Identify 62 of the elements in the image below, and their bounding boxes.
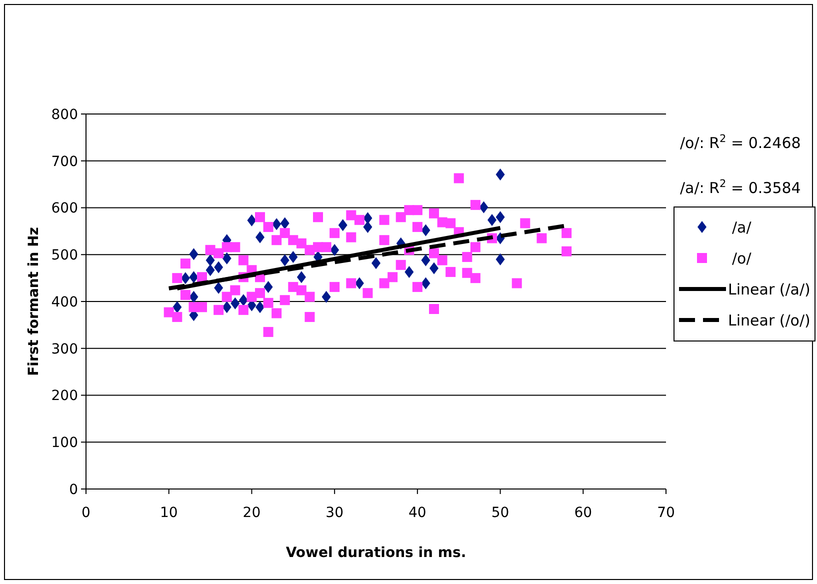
- x-tick-label: 70: [657, 505, 675, 521]
- point: [264, 280, 273, 293]
- y-tick-label: 300: [51, 341, 78, 358]
- x-tick-label: 10: [160, 505, 178, 521]
- y-tick-label: 600: [51, 200, 78, 217]
- point: [272, 218, 282, 230]
- text: /a/: R$^{2}$ = 0.3584: [680, 178, 801, 197]
- point: [180, 272, 190, 284]
- point: [247, 214, 256, 226]
- point: [330, 244, 340, 256]
- point: [322, 290, 331, 303]
- x-tick-label: 40: [408, 505, 426, 521]
- legend-label: Linear (/o/): [728, 311, 810, 330]
- x-tick-label: 0: [82, 505, 90, 521]
- point: [280, 217, 290, 230]
- point: [288, 250, 298, 263]
- x-tick-label: 50: [491, 505, 510, 521]
- y-tick-label: 0: [69, 482, 78, 498]
- point: [421, 254, 430, 266]
- point: [496, 253, 505, 266]
- y-axis-title: First formant in Hz: [26, 227, 42, 376]
- point: [214, 261, 224, 274]
- point: [280, 254, 290, 266]
- point: [206, 264, 215, 276]
- y-tick-label: 200: [51, 388, 78, 404]
- x-tick-label: 20: [242, 505, 261, 521]
- text: /o/: R$^{2}$ = 0.2468: [680, 133, 801, 152]
- point: [256, 301, 264, 314]
- point: [488, 214, 496, 226]
- legend-label: /a/: [732, 218, 752, 236]
- legend-label: Linear (/a/): [728, 280, 810, 298]
- point: [421, 224, 430, 236]
- point: [496, 211, 505, 224]
- point: [256, 231, 264, 244]
- point: [479, 201, 488, 214]
- point: [404, 266, 414, 278]
- y-tick-label: 100: [51, 435, 78, 452]
- x-tick-label: 30: [326, 505, 344, 521]
- point: [222, 252, 232, 264]
- legend-label: /o/: [732, 249, 752, 268]
- x-axis-title: Vowel durations in ms.: [286, 545, 466, 561]
- x-tick-label: 60: [574, 505, 592, 521]
- point: [238, 294, 248, 306]
- point: [172, 301, 182, 314]
- point: [230, 297, 240, 310]
- y-tick-label: 700: [51, 154, 78, 170]
- y-tick-label: 400: [51, 294, 78, 310]
- point: [421, 277, 430, 290]
- y-tick-label: 800: [51, 106, 78, 123]
- point: [296, 271, 306, 284]
- point: [354, 277, 364, 290]
- point: [372, 257, 380, 270]
- y-tick-label: 500: [51, 248, 78, 264]
- point: [206, 254, 215, 266]
- point: [222, 301, 232, 314]
- point: [338, 219, 348, 232]
- point: [496, 168, 505, 180]
- point: [214, 282, 224, 294]
- point: [189, 290, 198, 303]
- point: [189, 271, 198, 284]
- point: [189, 248, 198, 260]
- point: [430, 262, 438, 274]
